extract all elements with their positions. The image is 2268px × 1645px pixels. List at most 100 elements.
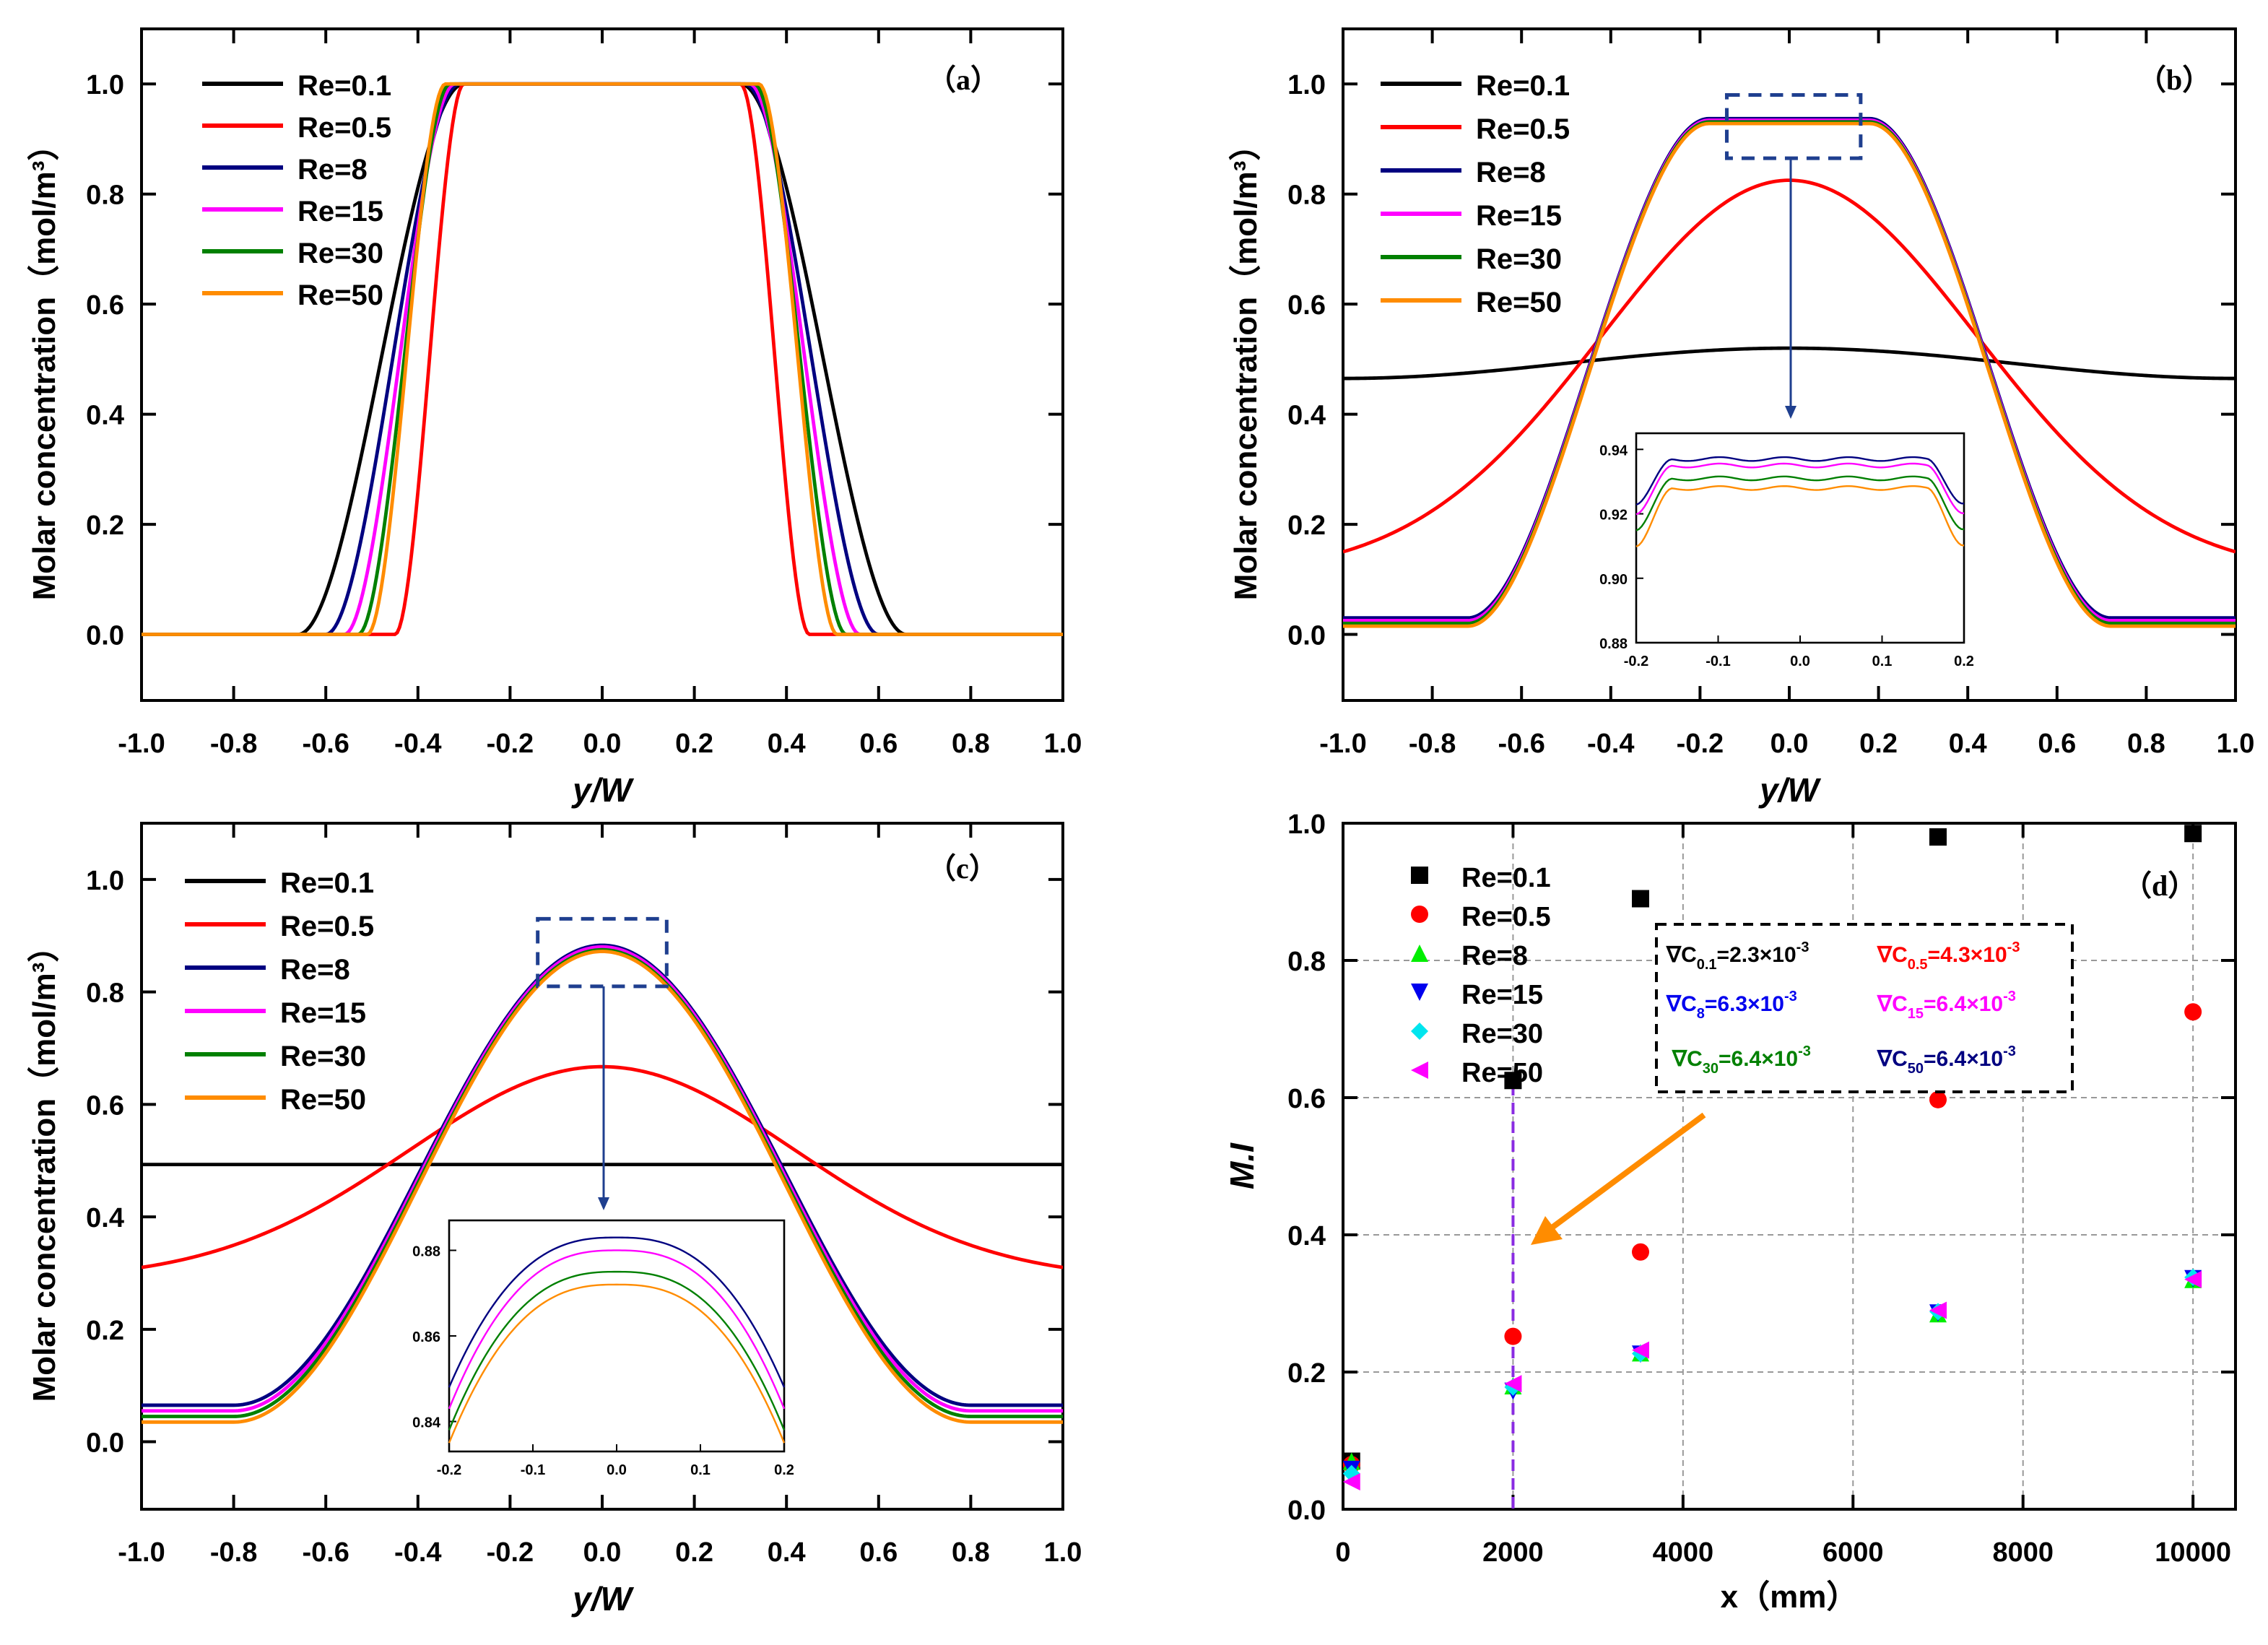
x-axis-label: y/W [1758,771,1821,809]
x-tick-label: 0.6 [859,729,898,759]
data-point [1504,1375,1522,1393]
legend-label: Re=0.5 [1461,902,1551,932]
y-tick-label: 0.8 [86,978,124,1009]
x-tick-label: 0.0 [583,1537,622,1568]
x-axis-label: x（mm） [1721,1579,1859,1615]
y-tick-label: 0.0 [1287,621,1326,651]
inset-series-line [1635,462,1965,516]
y-tick-label: 0.4 [1287,401,1326,431]
data-point [1929,1301,1947,1319]
legend-label: Re=8 [297,154,368,186]
y-tick-label: 1.0 [1287,810,1326,840]
grad-sub: 30 [1703,1061,1719,1077]
x-tick-label: 6000 [1822,1537,1884,1568]
x-tick-label: 1.0 [2217,729,2255,759]
legend-label: Re=30 [297,238,383,269]
y-tick-label: 0.8 [1287,181,1326,211]
x-tick-label: -1.0 [118,729,165,759]
x-tick-label: 0.4 [768,729,806,759]
y-tick-label: 0.6 [1287,1084,1326,1114]
x-tick-label: -0.8 [210,729,257,759]
series-line [142,82,1063,636]
inset-x-tick-label: 0.0 [1790,654,1810,669]
gradient-annotation: ∇C0.1=2.3×10-3 [1666,939,1809,973]
figure-root: -1.0 -0.8 -0.6 -0.4 -0.2 0.0 0.2 0.4 0.6 0.8 1.0 0.… [27,27,2255,1618]
panel-label: （c） [927,852,998,885]
panel-a: -1.0 -0.8 -0.6 -0.4 -0.2 0.0 0.2 0.4 0.6 0.8 1.0 0.… [27,27,1082,809]
legend-label: Re=15 [1461,980,1543,1010]
pointer-arrowhead [1531,1216,1563,1245]
data-point [1632,1243,1649,1261]
grad-sub: 50 [1908,1061,1924,1077]
legend-label: Re=8 [280,954,350,986]
y-tick-label: 0.4 [86,401,124,431]
legend-label: Re=15 [280,997,366,1029]
zoom-arrowhead [1785,406,1796,419]
panel-c: -1.0 -0.8 -0.6 -0.4 -0.2 0.0 0.2 0.4 0.6 0.8 1.0 0.… [27,822,1082,1618]
x-tick-label: 0.2 [1859,729,1898,759]
gradient-box [1655,923,2074,1093]
data-point [2184,1003,2202,1021]
grad-value: =6.4×10 [1719,1047,1798,1071]
data-point [1929,1090,1947,1108]
x-tick-label: -0.2 [487,1537,534,1568]
legend-label: Re=0.1 [297,70,391,102]
y-axis-label: Molar concentration（mol/m³） [27,129,62,601]
inset-y-tick-label: 0.92 [1599,508,1628,524]
x-tick-label: 0.4 [768,1537,806,1568]
grad-symbol: ∇C [1666,943,1697,967]
legend-label: Re=50 [280,1084,366,1116]
grad-symbol: ∇C [1666,992,1697,1016]
legend-label: Re=30 [280,1041,366,1072]
y-tick-label: 0.0 [86,1428,124,1459]
x-tick-label: 10000 [2155,1537,2231,1568]
legend-label: Re=30 [1476,243,1562,275]
y-axis-label: Molar concentration（mol/m³） [1228,129,1264,601]
legend-label: Re=0.1 [1476,70,1570,102]
x-tick-label: 0.8 [952,1537,990,1568]
y-tick-label: 0.2 [1287,1358,1326,1389]
grad-sub: 8 [1697,1006,1705,1022]
data-point [1929,828,1947,846]
y-tick-label: 0.6 [1287,290,1326,321]
x-tick-label: 8000 [1992,1537,2054,1568]
grad-sub: 0.5 [1908,957,1928,973]
inset-series-line [1635,485,1965,547]
inset-x-tick-label: 0.2 [774,1462,794,1478]
y-tick-label: 0.4 [86,1203,124,1233]
x-axis-label: y/W [571,1580,634,1618]
legend-label: Re=0.5 [280,911,374,942]
x-tick-label: 0.4 [1949,729,1987,759]
inset-x-tick-label: 0.1 [690,1462,711,1478]
y-tick-label: 0.2 [1287,511,1326,541]
y-tick-label: 0.8 [86,181,124,211]
gradient-annotation: ∇C30=6.4×10-3 [1672,1043,1811,1077]
legend-label: Re=8 [1461,941,1528,971]
inset-series-line [1635,456,1965,506]
data-point [1411,867,1428,884]
x-tick-label: -0.4 [1587,729,1634,759]
inset-x-tick-label: -0.1 [521,1462,545,1478]
grad-exp: -3 [2007,939,2020,955]
x-tick-label: 0.8 [2127,729,2165,759]
x-tick-label: 1.0 [1044,1537,1082,1568]
y-tick-label: 1.0 [86,866,124,896]
zoom-box [536,916,669,989]
x-tick-label: -0.8 [1409,729,1456,759]
legend-label: Re=0.1 [1461,863,1551,893]
grad-value: =6.4×10 [1924,992,2003,1016]
zoom-arrowhead [598,1197,609,1210]
legend-label: Re=30 [1461,1019,1543,1049]
x-tick-label: -0.2 [1677,729,1724,759]
data-point [1411,1062,1428,1079]
y-axis-label: M.I [1223,1142,1261,1189]
gradient-annotation: ∇C15=6.4×10-3 [1877,989,2016,1022]
y-tick-label: 0.6 [86,1090,124,1121]
legend-label: Re=8 [1476,157,1546,188]
inset-y-tick-label: 0.90 [1599,572,1628,588]
data-point [1632,890,1649,908]
x-tick-label: -0.2 [487,729,534,759]
inset-x-tick-label: -0.2 [1624,654,1648,669]
x-tick-label: 0.6 [859,1537,898,1568]
